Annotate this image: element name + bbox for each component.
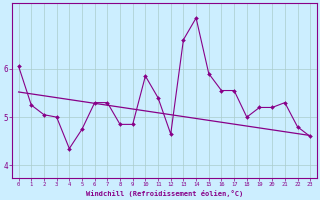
X-axis label: Windchill (Refroidissement éolien,°C): Windchill (Refroidissement éolien,°C) — [86, 190, 243, 197]
